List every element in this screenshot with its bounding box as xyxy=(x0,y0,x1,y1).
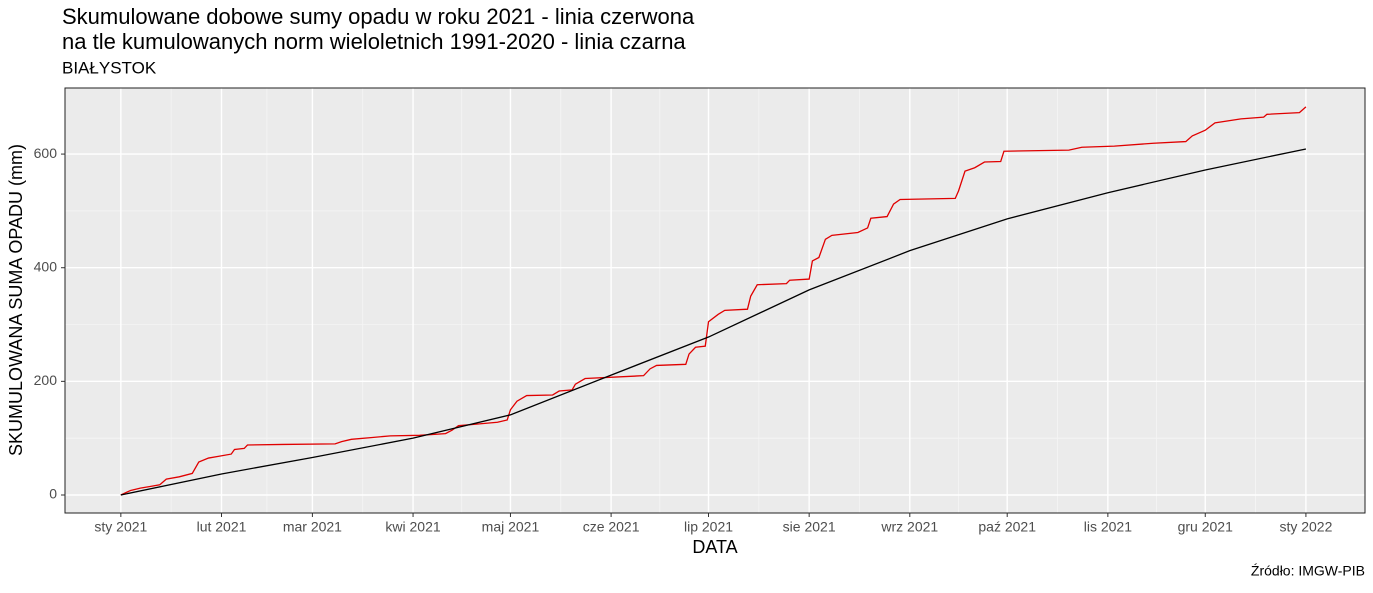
caption: Źródło: IMGW-PIB xyxy=(1251,563,1365,579)
x-tick-label: lis 2021 xyxy=(1084,519,1132,535)
x-tick-label: sie 2021 xyxy=(783,519,836,535)
y-axis-label: SKUMULOWANA SUMA OPADU (mm) xyxy=(6,144,26,456)
x-tick-label: sty 2021 xyxy=(94,519,147,535)
x-tick-label: kwi 2021 xyxy=(385,519,440,535)
y-tick-label: 400 xyxy=(34,258,58,274)
x-tick-label: gru 2021 xyxy=(1178,519,1233,535)
x-tick-label: paź 2021 xyxy=(978,519,1036,535)
y-tick-label: 200 xyxy=(34,372,58,388)
chart-subtitle: BIAŁYSTOK xyxy=(62,58,157,77)
series-line xyxy=(120,148,1307,496)
plot-panel xyxy=(65,88,1365,513)
x-tick-label: mar 2021 xyxy=(283,519,342,535)
x-tick-label: maj 2021 xyxy=(482,519,540,535)
x-tick-label: wrz 2021 xyxy=(880,519,938,535)
y-tick-label: 600 xyxy=(34,145,58,161)
chart-title: na tle kumulowanych norm wieloletnich 19… xyxy=(62,29,686,54)
chart-title: Skumulowane dobowe sumy opadu w roku 202… xyxy=(62,4,695,29)
x-tick-label: lip 2021 xyxy=(684,519,733,535)
series-line xyxy=(120,106,1307,496)
panel-border xyxy=(64,87,1366,514)
x-tick-label: cze 2021 xyxy=(583,519,640,535)
x-axis-label: DATA xyxy=(692,537,737,557)
x-tick-label: lut 2021 xyxy=(197,519,247,535)
y-tick-label: 0 xyxy=(49,486,57,502)
x-tick-label: sty 2022 xyxy=(1279,519,1332,535)
